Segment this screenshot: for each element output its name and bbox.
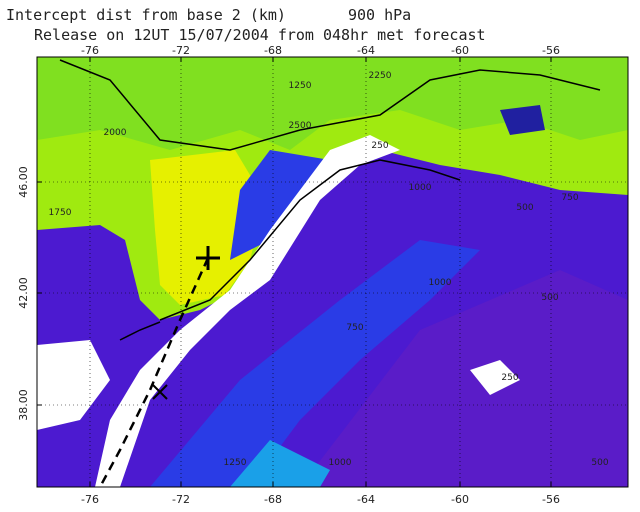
contour-label: 500: [541, 293, 558, 303]
contour-label: 750: [561, 193, 578, 203]
contour-label: 250: [501, 373, 518, 383]
contour-label: 500: [516, 203, 533, 213]
field-green-north: [37, 57, 628, 150]
contour-label: 250: [371, 141, 388, 151]
track: [98, 257, 210, 487]
left-tick-label: 42.00: [17, 277, 30, 309]
left-tick-label: 46.00: [17, 166, 30, 198]
top-tick-label: -72: [172, 44, 190, 57]
top-tick-label: -60: [451, 44, 469, 57]
bottom-tick-label: -72: [172, 493, 190, 506]
left-tick-label: 38.00: [17, 389, 30, 421]
bottom-tick-label: -60: [451, 493, 469, 506]
title: Intercept dist from base 2 (km): [6, 6, 286, 24]
contour-label: 1000: [429, 278, 452, 288]
shore-band: [95, 135, 400, 487]
field-blue-inlet: [230, 150, 330, 260]
subtitle: Release on 12UT 15/07/2004 from 048hr me…: [34, 26, 486, 44]
bottom-tick-label: -76: [81, 493, 99, 506]
coastline: [159, 159, 461, 321]
shore-band-west: [37, 340, 110, 430]
bottom-tick-label: -64: [357, 493, 375, 506]
field-deep: [500, 105, 545, 135]
contour-label: 1750: [49, 208, 72, 218]
map-area: [37, 57, 628, 487]
contour-label: 1250: [289, 81, 312, 91]
base-marker: [152, 384, 168, 400]
frame: [36, 56, 629, 488]
field-yellow: [150, 150, 265, 305]
field-cyan: [230, 440, 330, 487]
bottom-tick-label: -56: [542, 493, 560, 506]
contour-label: 1000: [329, 458, 352, 468]
graticule: [37, 57, 628, 487]
top-tick-label: -68: [264, 44, 282, 57]
bottom-tick-label: -68: [264, 493, 282, 506]
contour-label: 2000: [104, 128, 127, 138]
contour-label: 750: [346, 323, 363, 333]
field-blue: [150, 240, 480, 487]
level: 900 hPa: [348, 6, 411, 24]
release-marker: [196, 246, 220, 270]
shore-patch: [470, 360, 520, 395]
top-tick-label: -56: [542, 44, 560, 57]
labels: -76 -72 -68 -64 -60 -56 -76 -72 -68 -64 -60 -56 46.0…: [17, 44, 609, 506]
coastline: [119, 321, 161, 341]
contour-label: 1250: [224, 458, 247, 468]
contour-label: 2500: [289, 121, 312, 131]
top-tick-label: -64: [357, 44, 375, 57]
field-purple: [300, 270, 628, 487]
top-tick-label: -76: [81, 44, 99, 57]
contour-label: 2250: [369, 71, 392, 81]
coastline: [59, 59, 601, 151]
contour-label: 1000: [409, 183, 432, 193]
contour-label: 500: [591, 458, 608, 468]
